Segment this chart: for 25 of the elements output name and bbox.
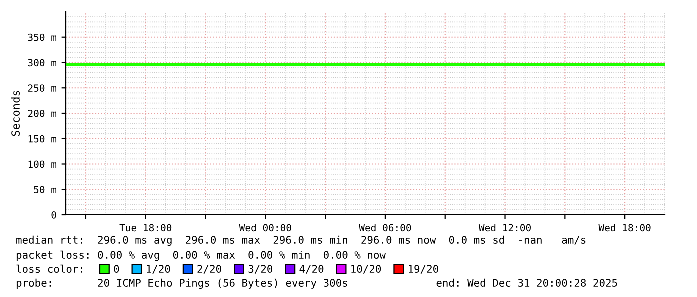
legend-label: 19/20 (409, 265, 438, 274)
x-tick-label: Tue 18:00 (120, 224, 172, 232)
text: packet loss: 0.00 % avg 0.00 % max 0.00 % min 0.00 % now (16, 250, 386, 262)
legend-label: 10/20 (352, 265, 382, 274)
legend-label: 4/20 (300, 265, 324, 274)
y-tick-label: 200 m (28, 110, 57, 118)
legend-label: 0 (114, 265, 120, 274)
legend-label: 3/20 (248, 265, 273, 274)
x-tick-label: Wed 12:00 (478, 224, 531, 232)
y-tick-label: 0 (52, 212, 56, 219)
y-tick-label: 100 m (28, 160, 57, 168)
x-tick-label: Wed 06:00 (359, 224, 412, 232)
legend-label: 1/20 (147, 265, 170, 274)
y-tick-label: 350 m (28, 34, 57, 42)
x-tick-label: Wed 18:00 (598, 224, 651, 232)
y-tick-label: 250 m (28, 84, 57, 92)
text: loss color: (16, 264, 82, 274)
x-tick-label: Wed 00:00 (239, 224, 292, 232)
y-tick-label: 50 m (34, 186, 57, 194)
text: median rtt: 296.0 ms avg 296.0 ms max 296.0 ms min 296.0 ms now 0.0 ms sd -nan am/s (16, 236, 586, 246)
y-axis-title: Seconds (11, 91, 20, 136)
y-tick-label: 300 m (28, 59, 57, 67)
y-tick-label: 150 m (28, 135, 57, 143)
legend-label: 2/20 (198, 265, 222, 274)
text: probe: 20 ICMP Echo Pings (56 Bytes) every 300s end: Wed Dec 31 20:00:28 2025 (16, 278, 618, 290)
